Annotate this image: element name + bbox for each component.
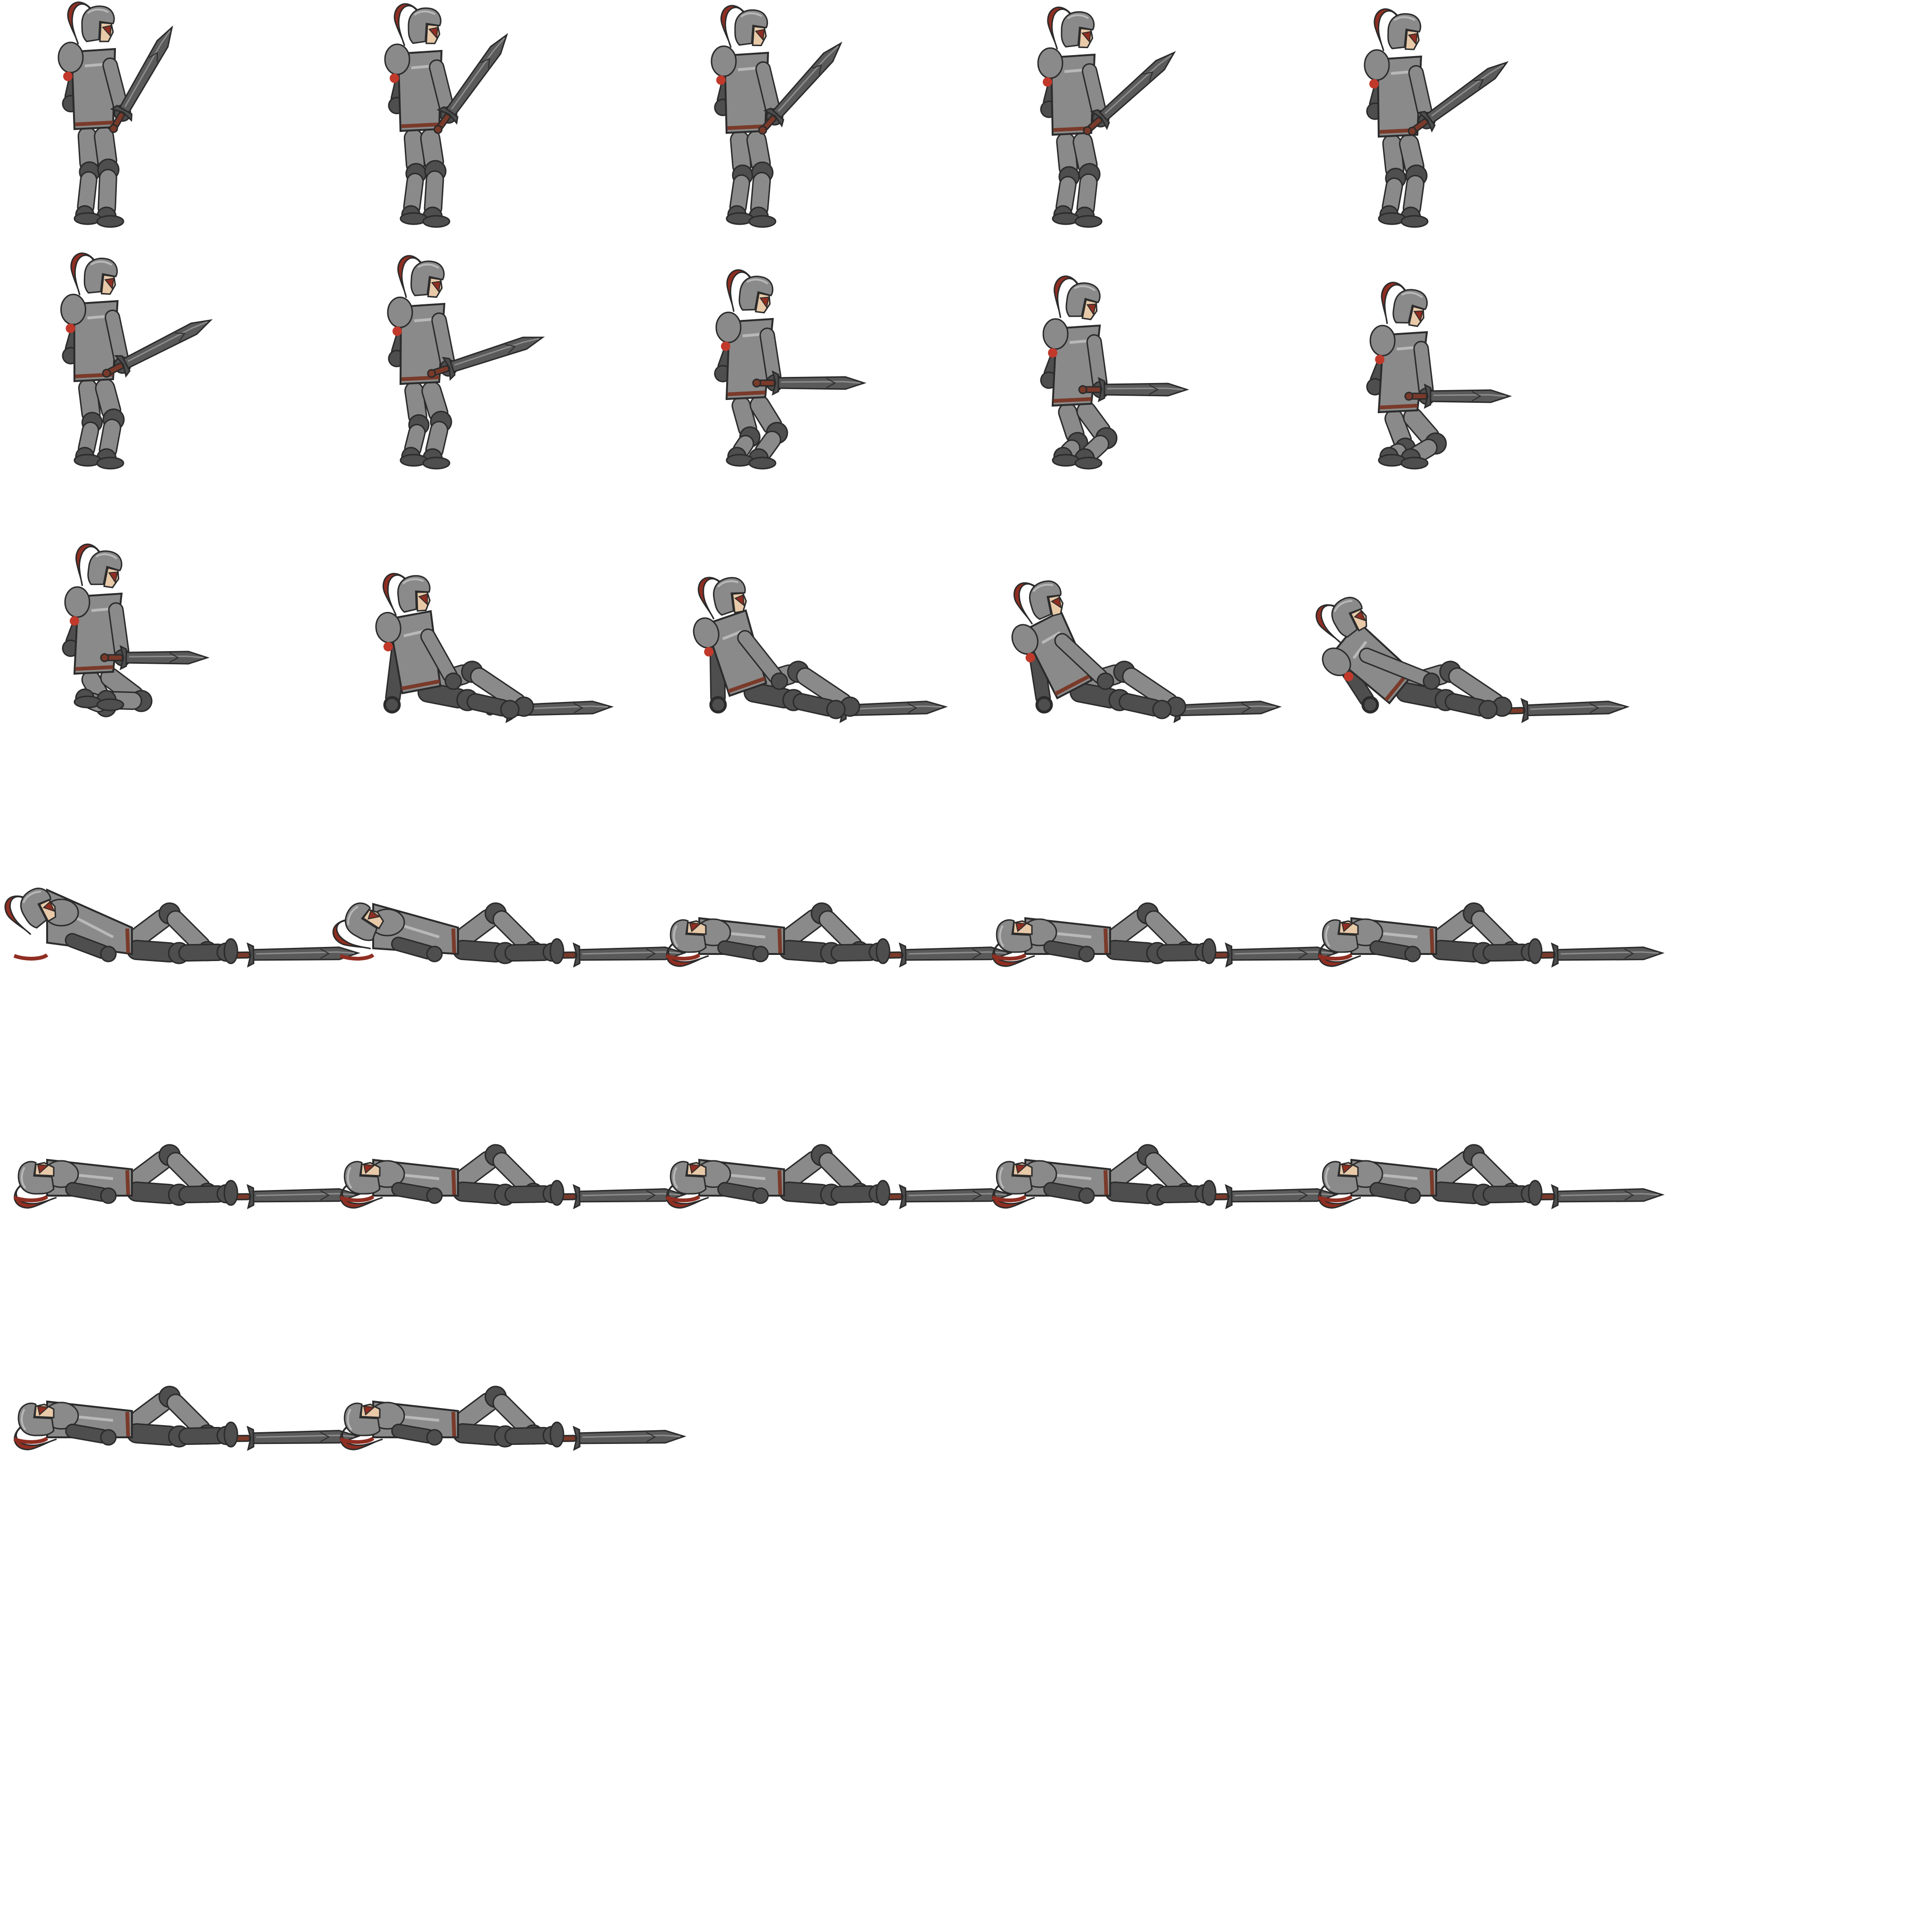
sprite-sheet bbox=[0, 0, 1930, 1930]
sheet-background bbox=[0, 0, 1930, 1930]
sprite-sheet-canvas bbox=[0, 0, 1930, 1930]
